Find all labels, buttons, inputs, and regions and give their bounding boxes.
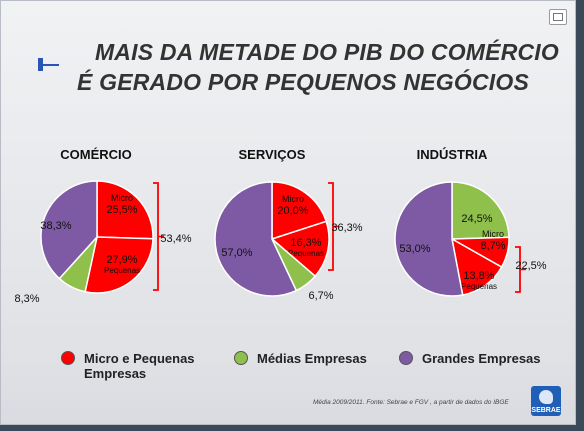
legend-swatch-micro <box>61 351 75 365</box>
slice-sublabel-1-0: Micro <box>282 194 304 204</box>
chart-title-1: SERVIÇOS <box>239 147 306 162</box>
pie-slice-0-0 <box>96 180 154 240</box>
legend-item-micro: Micro e Pequenas Empresas <box>61 351 195 381</box>
legend-label-micro-line2: Empresas <box>84 366 147 381</box>
legend-swatch-grandes <box>399 351 413 365</box>
bracket-label-1: 36,3% <box>331 222 362 234</box>
pie-slice-0-3 <box>40 180 98 280</box>
slice-label-1-2: 6,7% <box>308 290 333 302</box>
slice-label-0-2: 8,3% <box>14 293 39 305</box>
slide-title: MAIS DA METADE DO PIB DO COMÉRCIO É GERA… <box>59 37 559 97</box>
title-accent-line <box>43 64 59 66</box>
title-accent-bar <box>38 58 43 71</box>
slice-label-1-3: 57,0% <box>221 247 252 259</box>
pie-slice-1-0 <box>271 181 328 241</box>
legend-label-micro: Micro e Pequenas <box>84 351 195 366</box>
slice-sublabel-0-0: Micro <box>111 193 133 203</box>
chart-title-0: COMÉRCIO <box>60 147 132 162</box>
slice-label-1-1: 16,3% <box>290 237 321 249</box>
slice-label-2-0: 24,5% <box>461 213 492 225</box>
slice-sublabel-2-1: Micro <box>482 229 504 239</box>
pie-slice-2-3 <box>394 181 464 297</box>
legend-label-medias: Médias Empresas <box>257 351 367 366</box>
slice-sublabel-0-1: Pequenas <box>104 266 140 275</box>
legend-item-medias: Médias Empresas <box>234 351 367 366</box>
slide-thumbnail-icon[interactable] <box>549 9 567 25</box>
slide-title-line2: É GERADO POR PEQUENOS NEGÓCIOS <box>76 69 529 95</box>
pie-slice-1-1 <box>270 220 330 278</box>
pie-slice-0-1 <box>84 236 154 294</box>
legend-swatch-medias <box>234 351 248 365</box>
pie-charts: COMÉRCIOMicro25,5%27,9%Pequenas8,3%38,3%… <box>14 147 546 305</box>
slice-label-1-0: 20,0% <box>277 205 308 217</box>
legend-label-grandes: Grandes Empresas <box>422 351 541 366</box>
bracket-label-0: 53,4% <box>160 233 191 245</box>
slice-label-0-1: 27,9% <box>106 254 137 266</box>
slice-label-2-3: 53,0% <box>399 243 430 255</box>
legend-item-grandes: Grandes Empresas <box>399 351 541 366</box>
source-note: Média 2009/2011. Fonte: Sebrae e FGV , a… <box>313 399 509 406</box>
slice-label-2-1: 8,7% <box>480 240 505 252</box>
pie-slice-1-3 <box>214 181 298 297</box>
slice-sublabel-1-1: Pequenas <box>288 249 324 258</box>
chart-title-2: INDÚSTRIA <box>417 147 488 162</box>
pie-slice-2-0 <box>451 181 510 240</box>
slice-sublabel-2-2: Pequenas <box>461 282 497 291</box>
slice-label-2-2: 13,8% <box>463 270 494 282</box>
slide-title-line1: MAIS DA METADE DO PIB DO COMÉRCIO <box>94 39 559 65</box>
slice-label-0-0: 25,5% <box>106 204 137 216</box>
slide: MAIS DA METADE DO PIB DO COMÉRCIO É GERA… <box>0 0 576 425</box>
slice-label-0-3: 38,3% <box>40 220 71 232</box>
sebrae-logo: SEBRAE <box>531 386 561 416</box>
bracket-label-2: 22,5% <box>515 260 546 272</box>
